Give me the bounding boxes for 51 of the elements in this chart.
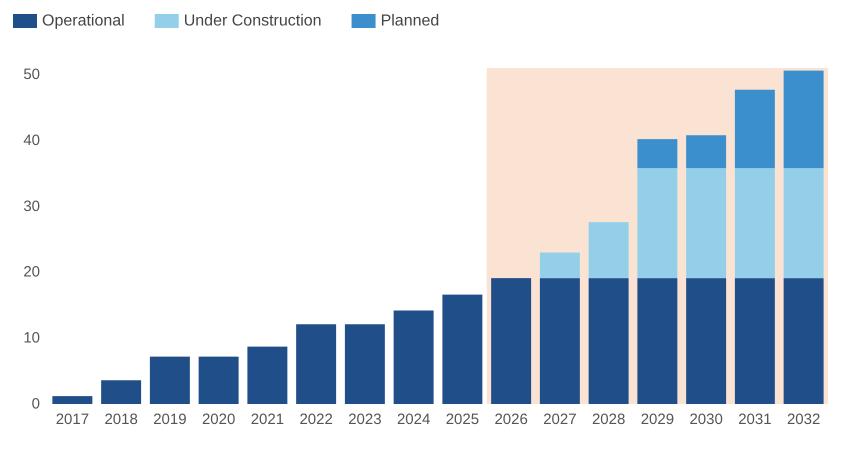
bar bbox=[637, 139, 678, 168]
bar bbox=[442, 294, 482, 404]
bar bbox=[394, 310, 434, 404]
x-tick-label: 2018 bbox=[104, 411, 138, 428]
bar bbox=[101, 380, 142, 404]
x-tick-label: 2025 bbox=[446, 411, 480, 428]
x-tick-label: 2027 bbox=[543, 411, 577, 428]
bar bbox=[52, 396, 92, 404]
x-tick-label: 2030 bbox=[689, 411, 723, 428]
legend-label: Planned bbox=[380, 12, 440, 30]
legend-label: Under Construction bbox=[184, 12, 322, 30]
bar bbox=[734, 168, 775, 278]
bar bbox=[637, 168, 678, 278]
y-tick-label: 40 bbox=[23, 132, 40, 149]
x-tick-label: 2023 bbox=[348, 411, 382, 428]
bar bbox=[540, 252, 580, 278]
bar bbox=[686, 135, 726, 168]
x-tick-label: 2020 bbox=[202, 411, 236, 428]
legend-label: Operational bbox=[42, 12, 125, 30]
x-tick-label: 2032 bbox=[786, 411, 820, 428]
x-tick-label: 2019 bbox=[153, 411, 187, 428]
y-tick-label: 50 bbox=[23, 66, 40, 84]
y-tick-label: 0 bbox=[32, 396, 40, 412]
x-tick-label: 2024 bbox=[396, 411, 430, 428]
x-tick-label: 2026 bbox=[494, 411, 528, 428]
bar bbox=[296, 324, 336, 404]
bar bbox=[491, 278, 532, 404]
bar bbox=[734, 278, 775, 404]
x-tick-label: 2021 bbox=[250, 411, 284, 428]
bar bbox=[588, 222, 629, 278]
bar bbox=[150, 356, 190, 404]
y-tick-label: 10 bbox=[23, 330, 40, 347]
x-tick-label: 2029 bbox=[640, 411, 674, 428]
y-tick-label: 30 bbox=[23, 198, 40, 215]
y-tick-label: 20 bbox=[23, 264, 40, 281]
bar bbox=[784, 70, 824, 168]
bar bbox=[198, 356, 239, 404]
bar bbox=[588, 278, 629, 404]
bar bbox=[686, 278, 726, 404]
x-tick-label: 2022 bbox=[299, 411, 333, 428]
bar bbox=[540, 278, 580, 404]
bar bbox=[784, 168, 824, 278]
bar bbox=[344, 324, 385, 404]
x-tick-label: 2031 bbox=[738, 411, 772, 428]
x-tick-label: 2017 bbox=[56, 411, 90, 428]
bar bbox=[637, 278, 678, 404]
x-tick-label: 2028 bbox=[592, 411, 626, 428]
bar bbox=[686, 168, 726, 278]
bar bbox=[784, 278, 824, 404]
bar bbox=[247, 346, 288, 404]
bar bbox=[734, 90, 775, 168]
